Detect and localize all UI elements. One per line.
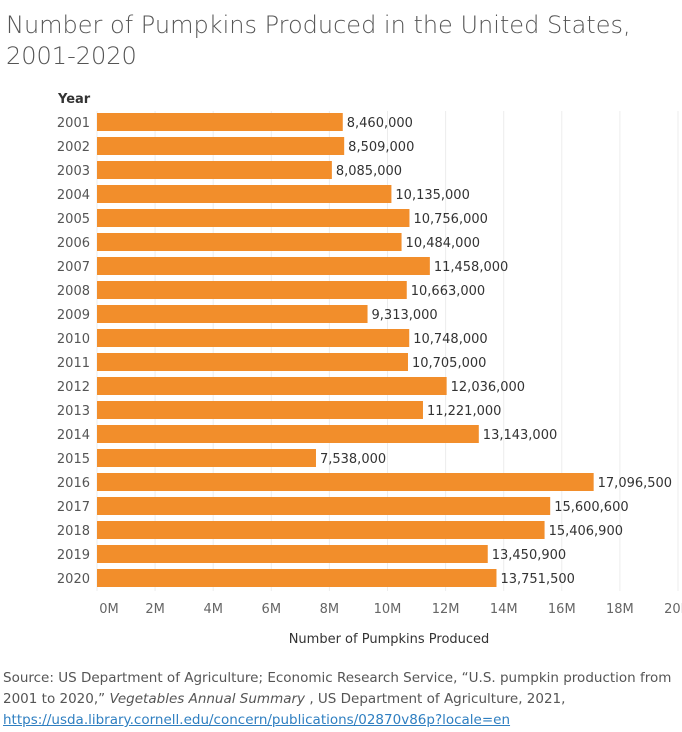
- bar-value-label: 11,221,000: [427, 404, 501, 419]
- y-axis-title: Year: [57, 92, 91, 107]
- bar-chart: Year 2001 8,460,000 2002 8,509,000 2003 8,085…: [57, 92, 682, 647]
- x-tick-label: 2M: [145, 602, 165, 617]
- bar-value-label: 8,460,000: [347, 116, 413, 131]
- bar: [97, 209, 410, 227]
- bar: [97, 113, 343, 131]
- bar: [97, 569, 497, 587]
- bar-value-label: 10,484,000: [406, 236, 480, 251]
- x-axis-ticks: 0M 2M 4M 6M 8M 10M 12M 14M 16M 18M 20M: [99, 602, 682, 617]
- x-tick-label: 6M: [262, 602, 282, 617]
- source-note: Source: US Department of Agriculture; Ec…: [3, 668, 679, 731]
- y-tick-label: 2019: [57, 548, 90, 563]
- y-tick-label: 2001: [57, 116, 90, 131]
- y-tick-label: 2003: [57, 164, 90, 179]
- bar: [97, 425, 479, 443]
- bar-value-label: 8,509,000: [348, 140, 414, 155]
- bar: [97, 497, 551, 515]
- y-tick-label: 2009: [57, 308, 90, 323]
- bar-value-label: 17,096,500: [598, 476, 672, 491]
- bar: [97, 305, 368, 323]
- bar: [97, 545, 488, 563]
- bar: [97, 521, 545, 539]
- x-tick-label: 8M: [320, 602, 340, 617]
- x-axis-title: Number of Pumpkins Produced: [289, 632, 490, 647]
- bar: [97, 449, 316, 467]
- chart-title-line-2: 2001-2020: [6, 42, 137, 70]
- y-tick-label: 2014: [57, 428, 90, 443]
- bar: [97, 185, 392, 203]
- source-link[interactable]: https://usda.library.cornell.edu/concern…: [3, 712, 511, 728]
- bar-value-label: 15,406,900: [549, 524, 623, 539]
- source-publication: Vegetables Annual Summary: [109, 691, 306, 707]
- y-tick-label: 2013: [57, 404, 90, 419]
- bar: [97, 137, 345, 155]
- x-tick-label: 12M: [432, 602, 460, 617]
- x-tick-label: 0M: [99, 602, 119, 617]
- y-tick-label: 2015: [57, 452, 90, 467]
- grid-lines: [96, 111, 679, 591]
- bar-value-label: 10,748,000: [413, 332, 487, 347]
- x-tick-label: 16M: [548, 602, 576, 617]
- y-tick-label: 2007: [57, 260, 90, 275]
- y-tick-label: 2012: [57, 380, 90, 395]
- bar-value-label: 9,313,000: [372, 308, 438, 323]
- chart-title: Number of Pumpkins Produced in the Unite…: [6, 10, 676, 72]
- y-tick-label: 2018: [57, 524, 90, 539]
- y-tick-label: 2020: [57, 572, 90, 587]
- y-tick-label: 2004: [57, 188, 90, 203]
- bar-value-label: 7,538,000: [320, 452, 386, 467]
- x-tick-label: 4M: [203, 602, 223, 617]
- bar: [97, 233, 402, 251]
- chart-title-line-1: Number of Pumpkins Produced in the Unite…: [6, 11, 631, 39]
- y-tick-label: 2011: [57, 356, 90, 371]
- bar-value-label: 10,705,000: [412, 356, 486, 371]
- bar: [97, 281, 407, 299]
- y-tick-label: 2006: [57, 236, 90, 251]
- y-tick-label: 2002: [57, 140, 90, 155]
- y-tick-label: 2017: [57, 500, 90, 515]
- x-tick-label: 14M: [490, 602, 518, 617]
- y-tick-label: 2016: [57, 476, 90, 491]
- bar-value-label: 15,600,600: [554, 500, 628, 515]
- bar: [97, 353, 408, 371]
- bar: [97, 257, 430, 275]
- bar: [97, 473, 594, 491]
- bar: [97, 377, 447, 395]
- bar-value-label: 12,036,000: [451, 380, 525, 395]
- bar-value-label: 11,458,000: [434, 260, 508, 275]
- bar-value-label: 13,450,900: [492, 548, 566, 563]
- y-tick-label: 2008: [57, 284, 90, 299]
- bar-value-label: 10,135,000: [395, 188, 469, 203]
- source-text: Source: US Department of Agriculture; Ec…: [3, 670, 672, 707]
- bar: [97, 401, 423, 419]
- y-tick-label: 2005: [57, 212, 90, 227]
- bar: [97, 161, 332, 179]
- bar-value-label: 13,751,500: [500, 572, 574, 587]
- bar: [97, 329, 410, 347]
- bar-value-label: 10,756,000: [413, 212, 487, 227]
- x-tick-label: 18M: [606, 602, 634, 617]
- bars: 2001 8,460,000 2002 8,509,000 2003 8,085,000 2…: [57, 113, 672, 587]
- x-tick-label: 20M: [664, 602, 682, 617]
- bar-value-label: 13,143,000: [483, 428, 557, 443]
- chart-area: Year 2001 8,460,000 2002 8,509,000 2003 8,085…: [0, 85, 682, 660]
- x-tick-label: 10M: [374, 602, 402, 617]
- source-text-cont: , US Department of Agriculture, 2021,: [305, 691, 566, 707]
- bar-value-label: 10,663,000: [411, 284, 485, 299]
- y-tick-label: 2010: [57, 332, 90, 347]
- bar-value-label: 8,085,000: [336, 164, 402, 179]
